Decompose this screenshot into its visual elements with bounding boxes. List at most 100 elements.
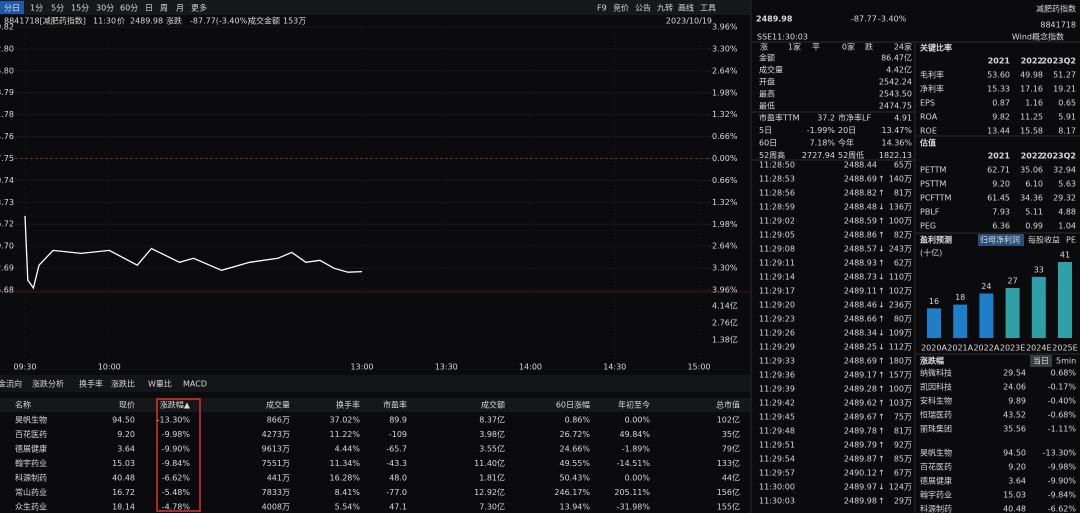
table-header[interactable]: 名称: [15, 400, 31, 410]
ratio-value: 62.71: [987, 166, 1010, 175]
table-cell: 50.43%: [559, 474, 590, 483]
toolbar-tab[interactable]: 月: [176, 4, 184, 13]
table-header[interactable]: 现价: [119, 401, 135, 410]
toolbar-tool[interactable]: 工具: [700, 4, 716, 13]
bar-category: 2023E: [1000, 344, 1025, 353]
ratio-value: 35.06: [1020, 166, 1043, 175]
table-cell: 11.40亿: [474, 458, 505, 468]
breadth: 24家: [894, 42, 912, 52]
table-header[interactable]: 市盈率: [383, 400, 407, 410]
trade-volume: 236万: [889, 301, 912, 310]
toolbar-tab[interactable]: 30分: [96, 4, 114, 13]
table-header[interactable]: 换手率: [336, 400, 360, 410]
bottom-tab[interactable]: MACD: [183, 380, 207, 389]
bottom-tab[interactable]: 换手率: [79, 379, 103, 389]
trade-time: 11:28:50: [759, 161, 795, 170]
x-tick-label: 13:30: [435, 363, 458, 372]
trade-price: 2488.82: [844, 189, 877, 198]
y2-tick-label: 0.66%: [712, 176, 738, 185]
forecast-tab[interactable]: 每股收益: [1028, 235, 1060, 245]
trade-dir: ↑: [878, 287, 885, 296]
quote-code: 8841718: [1040, 21, 1076, 30]
toolbar-tool[interactable]: F9: [597, 4, 607, 13]
section-title: 涨跌幅: [920, 356, 944, 366]
trade-volume: 140万: [889, 175, 912, 184]
toolbar-tab[interactable]: 5分: [51, 4, 64, 13]
toolbar-tab[interactable]: 15分: [71, 4, 89, 13]
trade-dir: ↑: [878, 399, 885, 408]
mover-name: 百花医药: [920, 462, 952, 472]
bar-label: 41: [1060, 251, 1070, 260]
trade-price: 2488.66: [844, 315, 877, 324]
toolbar-tool[interactable]: 竞价: [613, 3, 629, 13]
ratio-value: 5.63: [1058, 180, 1076, 189]
y2-tick-label: 3.96%: [712, 23, 738, 32]
trade-price: 2490.12: [844, 469, 877, 478]
table-cell: 18.14: [112, 503, 135, 512]
col-header: 2023Q2: [1041, 152, 1076, 161]
bottom-tab[interactable]: W量比: [148, 379, 172, 389]
stat-value: -1.99%: [807, 126, 836, 135]
bottom-tab[interactable]: 涨跌比: [111, 379, 135, 389]
mover-name: 科源制药: [920, 504, 952, 513]
info-amount-label: 成交金额: [248, 16, 280, 26]
bottom-tabs-bg: [0, 375, 750, 392]
table-cell: 昊帆生物: [15, 415, 47, 425]
toolbar-tab[interactable]: 1分: [30, 4, 43, 13]
table-cell: 205.11%: [614, 488, 650, 497]
y2-tick-label: 3.30%: [712, 44, 738, 53]
y-tick-label: 2645.80: [0, 66, 14, 75]
forecast-tab[interactable]: 归母净利润: [980, 235, 1020, 245]
info-code: 8841718[减肥药指数]: [4, 16, 86, 26]
table-cell: 7551万: [262, 459, 290, 468]
toolbar-tool[interactable]: 九转: [657, 3, 673, 13]
trade-time: 11:29:36: [759, 371, 795, 380]
table-cell: 441万: [267, 474, 290, 483]
date: 2023/10/19: [666, 17, 712, 26]
table-header[interactable]: 60日涨幅: [556, 400, 590, 410]
movers-tab[interactable]: 当日: [1033, 356, 1049, 366]
mover-change: 0.68%: [1051, 369, 1077, 378]
bar-label: 33: [1034, 265, 1044, 274]
toolbar-tab[interactable]: 日: [145, 4, 153, 13]
bar: [953, 304, 968, 338]
toolbar-tool[interactable]: 公告: [635, 3, 651, 13]
table-header[interactable]: 成交量: [266, 400, 290, 410]
info-change-label: 涨跌: [166, 16, 182, 26]
toolbar-tab[interactable]: 更多: [191, 3, 207, 13]
ratio-label: PCFTTM: [920, 194, 952, 203]
bottom-tab[interactable]: 资金流向: [0, 379, 22, 389]
bar-label: 16: [929, 297, 939, 306]
mover-change: -0.17%: [1048, 383, 1077, 392]
ratio-label: ROA: [920, 113, 938, 122]
table-cell: 翰宇药业: [15, 458, 47, 468]
table-cell: 3.55亿: [479, 444, 505, 454]
toolbar-tab[interactable]: 分日: [4, 4, 20, 13]
table-header[interactable]: 总市值: [716, 400, 740, 410]
stat-value: 2474.75: [879, 102, 912, 111]
ratio-value: 34.36: [1020, 194, 1043, 203]
toolbar-tab[interactable]: 60分: [120, 4, 138, 13]
toolbar-tab[interactable]: 周: [160, 4, 168, 13]
mover-price: 43.52: [1003, 411, 1026, 420]
ratio-value: 7.93: [992, 208, 1010, 217]
table-cell: 常山药业: [15, 487, 47, 497]
section-title: 盈利预测: [919, 235, 952, 245]
table-cell: 26.72%: [559, 430, 590, 439]
trade-price: 2488.34: [844, 329, 877, 338]
forecast-tab[interactable]: PE: [1066, 236, 1076, 245]
trade-dir: ↑: [878, 217, 885, 226]
table-cell: 7833万: [262, 488, 290, 497]
x-tick-label: 09:30: [13, 363, 36, 372]
table-header[interactable]: 成交额: [481, 400, 505, 410]
table-header[interactable]: 涨跌幅▲: [160, 400, 191, 410]
active-tab-bg: [0, 1, 24, 14]
movers-tab[interactable]: 5min: [1056, 357, 1076, 366]
mover-name: 凯因科技: [920, 382, 952, 392]
trade-dir: ↑: [878, 175, 885, 184]
bottom-tab[interactable]: 涨跌分析: [32, 379, 64, 389]
table-cell: 德展健康: [15, 444, 47, 454]
toolbar-tool[interactable]: 画线: [678, 3, 694, 13]
table-header[interactable]: 年初至今: [618, 400, 650, 410]
